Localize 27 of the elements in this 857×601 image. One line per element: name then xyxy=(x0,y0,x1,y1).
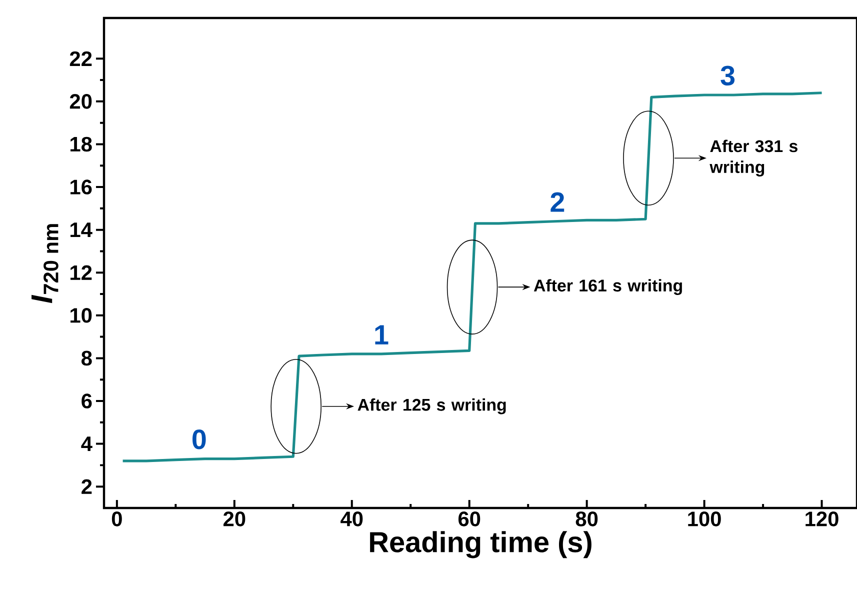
x-tick-label: 80 xyxy=(576,512,598,526)
y-tick-label: 14 xyxy=(70,222,92,238)
y-tick-label: 8 xyxy=(82,350,92,366)
x-tick-label: 0 xyxy=(112,512,122,526)
y-tick-label: 12 xyxy=(70,265,92,280)
y-tick-label: 18 xyxy=(70,136,92,152)
x-axis-title: Reading time (s) xyxy=(370,531,592,558)
x-tick-label: 60 xyxy=(458,512,480,526)
annotation: After 331 s writing xyxy=(710,140,798,177)
y-axis-title: I$_{720 nm}$ xyxy=(32,224,58,304)
x-tick-label: 120 xyxy=(806,512,838,526)
annotation: 1 xyxy=(375,325,388,344)
y-tick-label: 2 xyxy=(82,479,92,494)
x-tick-label: 40 xyxy=(340,512,363,526)
x-tick-label: 20 xyxy=(223,512,246,526)
annotation: 0 xyxy=(192,430,206,450)
x-tick-label: 100 xyxy=(688,512,721,526)
y-tick-label: 22 xyxy=(70,51,92,66)
y-tick-label: 6 xyxy=(82,394,92,408)
annotation: After 125 s writing xyxy=(358,398,506,414)
y-tick-label: 4 xyxy=(81,436,92,451)
annotation: 2 xyxy=(550,192,564,212)
annotation: After 161 s writing xyxy=(534,279,682,295)
y-tick-label: 20 xyxy=(70,94,92,109)
y-tick-label: 10 xyxy=(70,308,92,323)
y-tick-label: 16 xyxy=(70,180,92,194)
annotation: 3 xyxy=(720,66,735,86)
